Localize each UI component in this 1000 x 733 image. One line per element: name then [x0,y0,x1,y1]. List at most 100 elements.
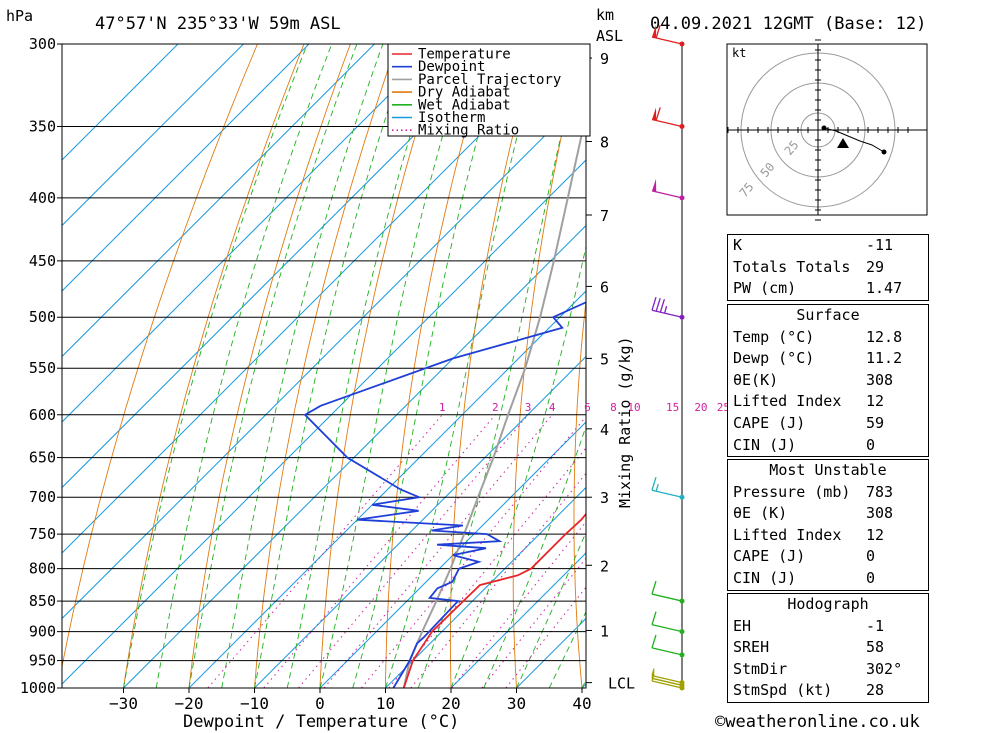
isotherm-line [254,355,586,688]
row-label: Lifted Index [733,392,842,411]
row-value: 12.8 [866,327,903,346]
mixing-ratio-value: 8 [610,401,617,414]
height-tick-label: 4 [600,421,609,439]
wet-adiabat-line [123,44,308,688]
row-label: PW (cm) [733,279,797,298]
wind-barb [651,107,685,129]
table-row: K -11 [728,235,928,257]
row-label: CAPE (J) [733,413,806,432]
height-unit-km: km [596,6,614,24]
row-value: -1 [866,616,885,635]
temperature-tick-label: −10 [240,694,269,713]
row-label: SREH [733,638,770,657]
wet-adiabat-line [548,610,586,688]
mixing-ratio-value: 6 [584,401,591,414]
pressure-tick-label: 850 [29,592,56,610]
row-label: θE (K) [733,504,788,523]
mixing-ratio-line [451,521,586,688]
wet-adiabat-line [352,44,505,688]
mixing-ratio-line [263,414,496,688]
temperature-tick-label: −20 [175,694,204,713]
row-label: CIN (J) [733,568,797,587]
temperature-series [402,512,586,688]
table-row: Lifted Index 12 [728,391,928,413]
wind-barb [651,477,685,500]
mixing-ratio-value: 10 [627,401,640,414]
dry-adiabat-line [449,44,537,688]
legend-entry: Mixing Ratio [418,123,519,139]
pressure-tick-label: 650 [29,449,56,467]
temperature-tick-label: 10 [376,694,395,713]
wind-barb [651,297,685,320]
legend-entry: Parcel Trajectory [418,72,561,88]
table-row: EH -1 [728,616,928,638]
row-value: -11 [866,236,894,254]
height-tick-label: 6 [600,278,609,296]
hodograph-end [881,149,887,155]
mixing-ratio-line [410,472,586,688]
row-value: 308 [866,504,894,523]
legend-entry: Isotherm [418,110,485,126]
isotherm-line [62,44,506,489]
pressure-tick-label: 550 [29,359,56,377]
wet-adiabat-line [516,531,586,688]
pressure-tick-label: 700 [29,488,56,506]
wet-adiabat-line [155,44,333,688]
parcel-trajectory-series [402,105,586,688]
wet-adiabat-line [385,44,542,688]
height-tick-label: 1 [600,622,609,640]
row-label: Temp (°C) [733,327,815,346]
temperature-tick-label: 40 [572,694,591,713]
table-row: Pressure (mb) 783 [728,482,928,504]
surface-panel: Surface Temp (°C) 12.8 Dewp (°C) 11.2 θE(K) 3… [727,304,929,458]
isotherm-line [385,486,586,688]
isotherm-line [123,224,586,688]
table-row: Lifted Index 12 [728,525,928,547]
height-tick-label: 5 [600,350,609,368]
table-row: CIN (J) 0 [728,435,928,457]
table-row: Dewp (°C) 11.2 [728,348,928,370]
legend-entry: Dry Adiabat [418,85,511,101]
hodograph-unit: kt [732,46,746,60]
mixing-ratio-value: 1 [439,401,446,414]
pressure-tick-label: 450 [29,252,56,270]
row-value: 0 [866,435,876,454]
height-tick-label: 2 [600,557,609,575]
dry-adiabat-line [690,44,722,688]
isotherm-line [62,93,586,620]
dry-adiabat-line [123,44,305,688]
row-value: 58 [866,638,885,657]
legend-entry: Dewpoint [418,59,485,75]
row-label: StmDir [733,659,788,678]
dry-adiabat-line [62,44,258,670]
isotherm-line [62,44,179,161]
height-tick-label: 9 [600,50,609,68]
dry-adiabat-line [254,44,398,688]
isotherm-line [450,552,586,688]
pressure-tick-label: 1000 [20,679,56,697]
dry-adiabat-line [633,44,676,688]
chart-location: 47°57'N 235°33'W 59m ASL [95,14,341,34]
most-unstable-title: Most Unstable [769,461,887,479]
hodograph-start [821,125,827,131]
pressure-tick-label: 950 [29,652,56,670]
row-value: 302° [866,659,903,678]
dewpoint-series [303,301,586,688]
isotherm-line [62,44,244,227]
row-value: 308 [866,370,894,389]
wind-barb [651,580,685,604]
table-row: θE(K) 308 [728,370,928,392]
row-value: 12 [866,392,885,411]
isotherm-line [62,44,441,423]
isotherm-line [62,159,586,685]
row-value: 11.2 [866,349,903,368]
row-value: 59 [866,413,885,432]
table-row: CIN (J) 0 [728,568,928,590]
dry-adiabat-line [952,44,1000,688]
legend-entry: Wet Adiabat [418,97,511,113]
temperature-tick-label: −30 [109,694,138,713]
wind-barb [651,634,685,658]
isotherm-line [319,421,586,688]
row-label: CIN (J) [733,435,797,454]
wet-adiabat-line [221,44,384,688]
